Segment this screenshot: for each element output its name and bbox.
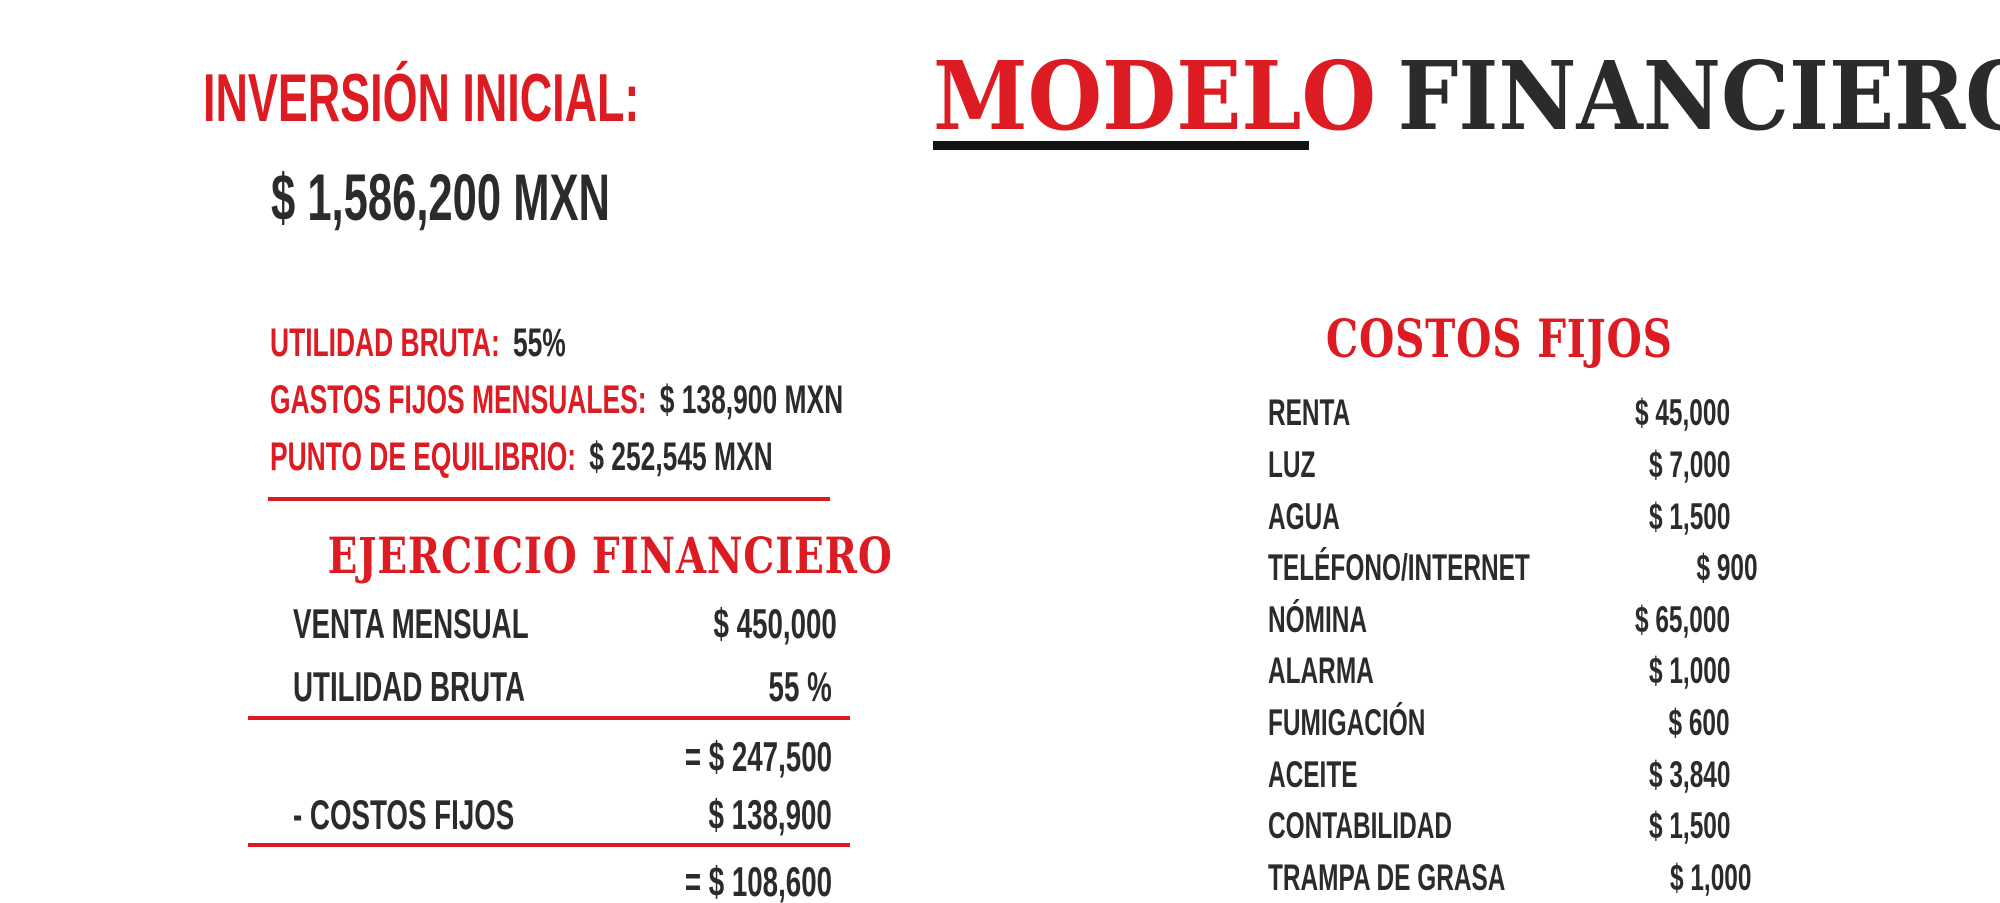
cost-row-agua: AGUA $ 1,500 <box>1268 498 1730 535</box>
cost-label: RENTA <box>1268 392 1351 433</box>
cost-label: LUZ <box>1268 444 1316 485</box>
cost-row-nomina: NÓMINA $ 65,000 <box>1268 601 1730 638</box>
cost-row-trampa-de-grasa: TRAMPA DE GRASA $ 1,000 <box>1268 857 1751 898</box>
cost-label: AGUA <box>1268 496 1340 537</box>
title-word-financiero: FINANCIERO <box>1397 41 2000 152</box>
cost-value: $ 65,000 <box>1634 599 1730 640</box>
cost-value: $ 1,500 <box>1648 805 1730 846</box>
cost-value: $ 1,500 <box>1648 496 1730 537</box>
exercise-section-title: EJERCICIO FINANCIERO <box>327 526 893 585</box>
stat-value: 55% <box>512 321 566 365</box>
stat-row-utilidad-bruta: UTILIDAD BRUTA: 55% <box>270 323 718 363</box>
page-title-text: MODELO FINANCIERO <box>933 49 2000 144</box>
cost-row-luz: LUZ $ 7,000 <box>1268 446 1730 483</box>
cost-label: TRAMPA DE GRASA <box>1268 857 1506 898</box>
cost-label: ACEITE <box>1268 754 1358 795</box>
stat-label: GASTOS FIJOS MENSUALES: <box>270 378 647 422</box>
cost-value: $ 7,000 <box>1648 444 1730 485</box>
row-label: - COSTOS FIJOS <box>293 791 515 838</box>
title-word-modelo: MODELO <box>933 41 1377 152</box>
page-title: MODELO FINANCIERO <box>933 49 2000 144</box>
cost-row-alarma: ALARMA $ 1,000 <box>1268 652 1730 689</box>
divider-under-stats <box>268 497 830 501</box>
cost-row-contabilidad: CONTABILIDAD $ 1,500 <box>1268 807 1730 844</box>
table-row-venta-mensual: VENTA MENSUAL $ 450,000 <box>248 603 850 645</box>
table-row-costos-fijos: - COSTOS FIJOS $ 138,900 <box>248 794 850 836</box>
stat-row-gastos-fijos: GASTOS FIJOS MENSUALES: $ 138,900 MXN <box>270 380 1138 420</box>
row-value: $ 450,000 <box>713 600 837 647</box>
cost-label: NÓMINA <box>1268 599 1368 640</box>
row-label: UTILIDAD BRUTA <box>293 663 526 710</box>
cost-value: $ 3,840 <box>1648 754 1730 795</box>
cost-value: $ 1,000 <box>1669 857 1752 898</box>
cost-value: $ 1,000 <box>1648 650 1730 691</box>
table-row-resultado-final: = $ 108,600 <box>248 861 850 903</box>
stat-label: PUNTO DE EQUILIBRIO: <box>270 435 577 479</box>
stat-value: $ 252,545 MXN <box>589 435 773 479</box>
cost-value: $ 45,000 <box>1634 392 1730 433</box>
row-value: = $ 247,500 <box>684 733 832 780</box>
row-value: = $ 108,600 <box>684 858 832 903</box>
cost-label: CONTABILIDAD <box>1268 805 1453 846</box>
cost-row-fumigacion: FUMIGACIÓN $ 600 <box>1268 704 1730 741</box>
initial-investment-label: INVERSIÓN INICIAL: <box>203 60 640 136</box>
cost-row-telefono-internet: TELÉFONO/INTERNET $ 900 <box>1268 547 1757 588</box>
fixed-costs-section-title: COSTOS FIJOS <box>1325 309 1673 370</box>
cost-value: $ 900 <box>1696 547 1758 588</box>
stat-value: $ 138,900 MXN <box>659 378 844 422</box>
cost-row-aceite: ACEITE $ 3,840 <box>1268 756 1730 793</box>
row-label: VENTA MENSUAL <box>293 600 529 647</box>
cost-label: FUMIGACIÓN <box>1268 702 1426 743</box>
row-value: $ 138,900 <box>708 791 832 838</box>
cost-label: ALARMA <box>1268 650 1374 691</box>
title-underline <box>933 141 1309 150</box>
stat-label: UTILIDAD BRUTA: <box>270 321 500 365</box>
stat-row-punto-equilibrio: PUNTO DE EQUILIBRIO: $ 252,545 MXN <box>270 437 1032 477</box>
table-row-subtotal-utilidad: = $ 247,500 <box>248 736 850 778</box>
cost-row-renta: RENTA $ 45,000 <box>1268 394 1730 431</box>
divider-subtotal-2 <box>248 843 850 847</box>
divider-subtotal-1 <box>248 716 850 720</box>
cost-label: TELÉFONO/INTERNET <box>1268 547 1530 588</box>
cost-value: $ 600 <box>1668 702 1730 743</box>
row-value: 55 % <box>768 663 832 710</box>
table-row-utilidad-bruta: UTILIDAD BRUTA 55 % <box>248 666 850 708</box>
initial-investment-amount: $ 1,586,200 MXN <box>271 160 611 234</box>
